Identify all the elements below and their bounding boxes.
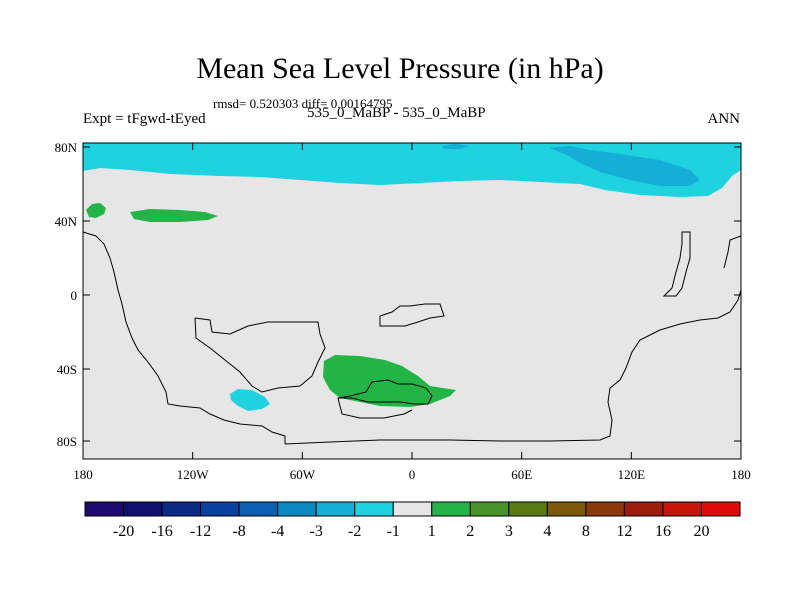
coastline-east-1 bbox=[662, 231, 691, 297]
colorbar-label: 4 bbox=[543, 523, 551, 540]
contour-neg-light-south bbox=[230, 389, 270, 411]
colorbar-swatch bbox=[315, 501, 356, 517]
experiment-label: Expt = tFgwd-tEyed bbox=[83, 111, 206, 127]
colorbar-label: 12 bbox=[616, 523, 632, 540]
colorbar-swatch bbox=[431, 501, 471, 517]
contour-neg-dark-eurasia bbox=[549, 146, 700, 186]
colorbar-label: 1 bbox=[428, 523, 436, 540]
coastline-east-2 bbox=[723, 235, 742, 269]
lat-tick-label: 0 bbox=[71, 288, 78, 303]
case-label: 535_0_MaBP - 535_0_MaBP bbox=[307, 105, 486, 121]
colorbar-swatch bbox=[623, 501, 664, 517]
colorbar-label: 8 bbox=[582, 523, 590, 540]
colorbar-swatch bbox=[354, 501, 394, 517]
stats-label: rmsd= 0.520303 diff= 0.00164795 bbox=[213, 96, 393, 111]
colorbar-swatch bbox=[161, 501, 202, 517]
colorbar: -20 -16 -12 -8 -4 -3 -2 -1 1 2 3 4 8 12 16 20 bbox=[84, 501, 741, 540]
lon-tick-label: 60E bbox=[511, 467, 532, 482]
contour-pos-north-west bbox=[86, 203, 106, 218]
lon-tick-label: 180 bbox=[73, 467, 93, 482]
lon-tick-label: 180 bbox=[731, 467, 751, 482]
plot-title: Mean Sea Level Pressure (in hPa) bbox=[196, 52, 604, 85]
colorbar-label: -1 bbox=[387, 523, 400, 540]
colorbar-swatch bbox=[585, 501, 625, 517]
colorbar-swatch bbox=[392, 501, 433, 517]
colorbar-label: -3 bbox=[310, 523, 323, 540]
colorbar-label: -4 bbox=[271, 523, 284, 540]
colorbar-swatch bbox=[469, 501, 510, 517]
lat-tick-label: 80N bbox=[55, 140, 78, 155]
lat-tick-label: 80S bbox=[57, 434, 77, 449]
colorbar-swatch bbox=[123, 501, 163, 517]
coastlines bbox=[82, 231, 742, 445]
colorbar-label: 2 bbox=[466, 523, 474, 540]
longitude-axis: 180 120W 60W 0 60E 120E 180 bbox=[73, 143, 751, 482]
colorbar-label: -8 bbox=[232, 523, 245, 540]
lon-tick-label: 120E bbox=[618, 467, 646, 482]
colorbar-swatch bbox=[200, 501, 240, 517]
colorbar-swatch bbox=[700, 501, 741, 517]
coastline-interior-2 bbox=[379, 303, 445, 327]
coastline-south-america bbox=[82, 231, 286, 444]
lat-tick-label: 40N bbox=[55, 214, 78, 229]
colorbar-swatch bbox=[662, 501, 702, 517]
colorbar-swatch bbox=[277, 501, 317, 517]
season-label: ANN bbox=[707, 111, 741, 127]
lat-tick-label: 40S bbox=[57, 362, 77, 377]
colorbar-label: -20 bbox=[113, 523, 134, 540]
contour-neg-dark-small bbox=[441, 144, 470, 149]
colorbar-label: 3 bbox=[505, 523, 513, 540]
colorbar-label: -12 bbox=[190, 523, 211, 540]
lon-tick-label: 0 bbox=[409, 467, 416, 482]
colorbar-swatch bbox=[508, 501, 548, 517]
colorbar-swatch bbox=[546, 501, 587, 517]
colorbar-label: 16 bbox=[655, 523, 671, 540]
colorbar-swatch bbox=[84, 501, 125, 517]
colorbar-swatch bbox=[238, 501, 279, 517]
lon-tick-label: 60W bbox=[290, 467, 316, 482]
latitude-axis: 80N 40N 0 40S 80S bbox=[55, 140, 741, 449]
contour-pos-north-pacific bbox=[130, 209, 218, 222]
colorbar-label: -2 bbox=[348, 523, 361, 540]
colorbar-label: -16 bbox=[151, 523, 172, 540]
colorbar-label: 20 bbox=[693, 523, 709, 540]
coastline-antarctica bbox=[284, 289, 742, 445]
coastline-interior-3 bbox=[337, 379, 433, 419]
lon-tick-label: 120W bbox=[177, 467, 210, 482]
coastline-interior-1 bbox=[194, 317, 326, 393]
